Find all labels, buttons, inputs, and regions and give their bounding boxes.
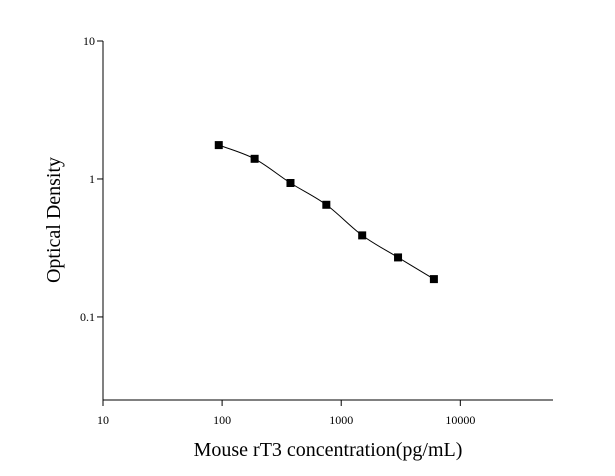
data-point [250,154,259,163]
data-point [358,231,367,240]
data-point [429,275,438,284]
data-point [322,200,331,209]
data-point [394,253,403,262]
x-tick-label: 100 [213,413,231,427]
x-tick-label: 10 [97,413,109,427]
data-point [214,141,223,150]
x-axis-title: Mouse rT3 concentration(pg/mL) [194,439,463,461]
y-tick-label: 0.1 [80,310,95,324]
data-point [286,178,295,187]
x-tick-label: 1000 [329,413,353,427]
y-tick-label: 1 [89,172,95,186]
x-tick-label: 10000 [445,413,475,427]
y-tick-label: 10 [83,34,95,48]
y-axis-title: Optical Density [43,157,65,283]
